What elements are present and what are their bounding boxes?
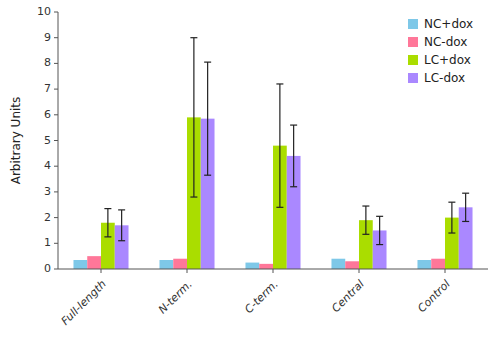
legend-swatch — [408, 19, 418, 29]
error-bar — [118, 210, 125, 241]
bar — [73, 260, 87, 269]
chart: 0 1 2 3 4 5 6 7 8 9 10 Full-length N-term. C-term. Cen… — [0, 0, 500, 347]
y-tick — [54, 243, 58, 244]
y-tick — [54, 140, 58, 141]
y-axis-label: Arbitrary Units — [9, 97, 23, 185]
y-tick — [54, 12, 58, 13]
bar — [159, 260, 173, 269]
legend-label: NC-dox — [424, 35, 467, 49]
bars — [73, 38, 472, 269]
error-bar — [190, 38, 197, 197]
y-tick — [54, 114, 58, 115]
error-bar — [204, 62, 211, 175]
y-tick — [54, 217, 58, 218]
error-bar — [448, 202, 455, 233]
error-bar — [290, 125, 297, 187]
error-bar — [362, 206, 369, 234]
bar — [331, 259, 345, 269]
bar — [245, 263, 259, 269]
x-tick-label: Control — [415, 278, 452, 315]
y-tick-label: 8 — [44, 56, 51, 69]
y-tick — [54, 89, 58, 90]
error-bar — [276, 84, 283, 207]
x-tick — [187, 269, 188, 273]
error-bar — [462, 193, 469, 221]
x-tick-label: Full-length — [59, 278, 109, 328]
x-tick — [359, 269, 360, 273]
x-tick — [101, 269, 102, 273]
error-bar — [104, 209, 111, 237]
y-tick-label: 9 — [44, 31, 51, 44]
legend-label: NC+dox — [424, 17, 473, 31]
bar — [173, 259, 187, 269]
y-tick — [54, 37, 58, 38]
y-tick-label: 2 — [44, 211, 51, 224]
y-tick-label: 7 — [44, 82, 51, 95]
y-tick-label: 0 — [44, 262, 51, 275]
x-tick-label: N-term. — [156, 278, 195, 317]
x-tick — [445, 269, 446, 273]
y-tick-label: 4 — [44, 159, 51, 172]
y-tick-label: 1 — [44, 236, 51, 249]
legend-label: LC+dox — [424, 53, 471, 67]
y-tick-label: 5 — [44, 134, 51, 147]
legend-label: LC-dox — [424, 71, 465, 85]
y-tick-label: 10 — [37, 5, 51, 18]
y-tick — [54, 269, 58, 270]
bar — [87, 256, 101, 269]
bar — [431, 259, 445, 269]
legend-swatch — [408, 55, 418, 65]
x-tick-label: Central — [329, 278, 367, 316]
error-bar — [376, 216, 383, 244]
y-tick-label: 3 — [44, 185, 51, 198]
y-tick — [54, 191, 58, 192]
x-tick-label: C-term. — [242, 278, 281, 317]
y-tick — [54, 166, 58, 167]
bar — [417, 260, 431, 269]
legend-swatch — [408, 73, 418, 83]
legend: NC+dox NC-dox LC+dox LC-dox — [408, 17, 473, 85]
y-tick-label: 6 — [44, 108, 51, 121]
y-tick — [54, 63, 58, 64]
bar — [345, 261, 359, 269]
x-tick — [273, 269, 274, 273]
legend-swatch — [408, 37, 418, 47]
bar — [259, 264, 273, 269]
